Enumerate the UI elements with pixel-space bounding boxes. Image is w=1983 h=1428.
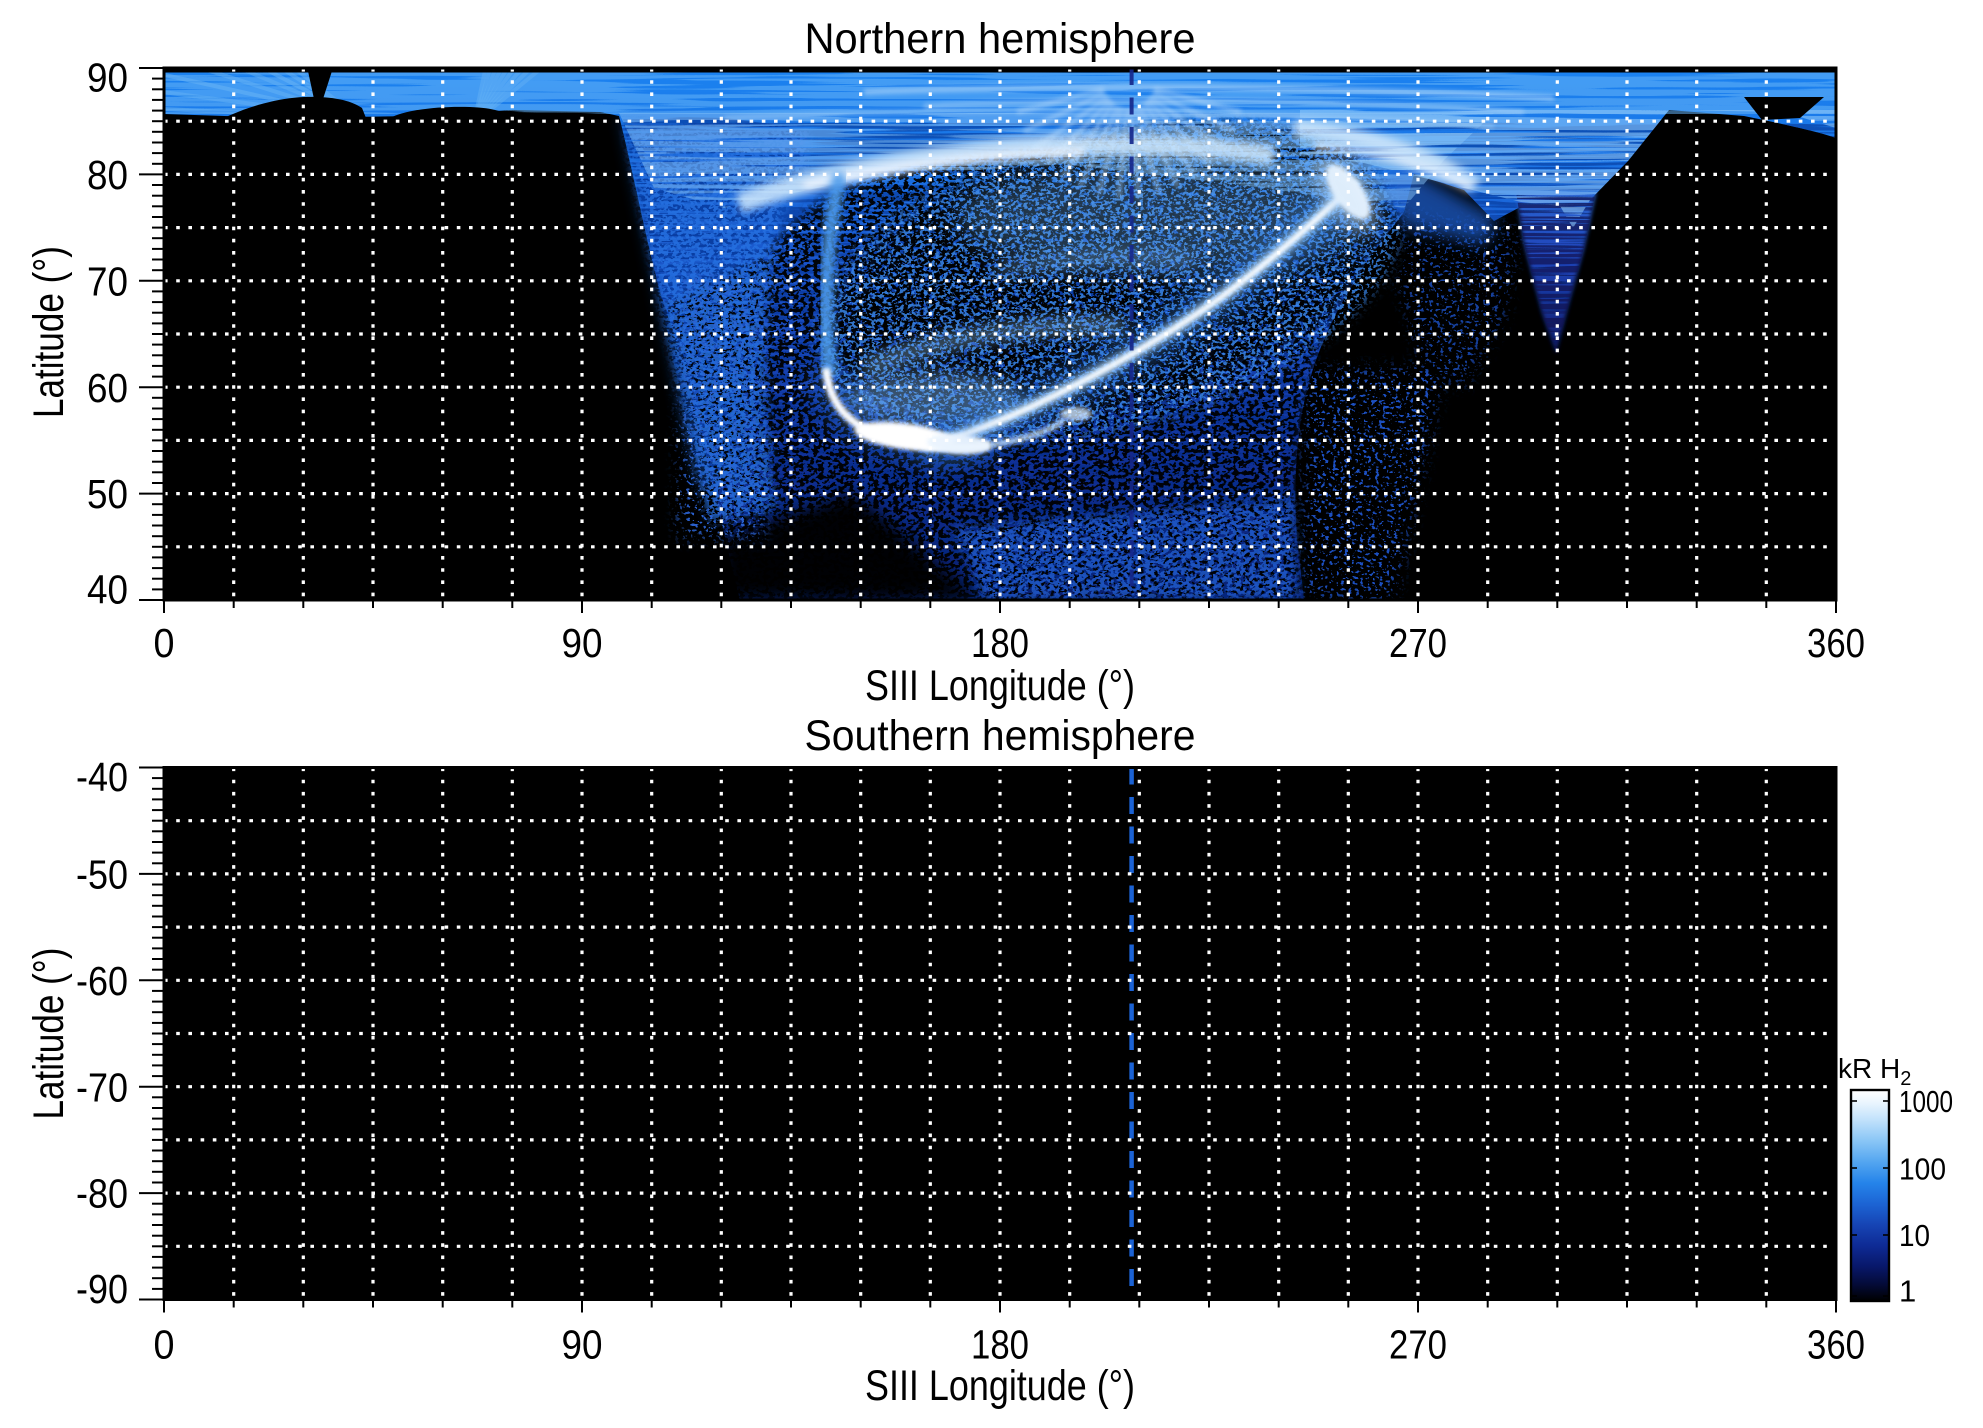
svg-text:Southern hemisphere: Southern hemisphere (805, 712, 1196, 760)
svg-text:Northern hemisphere: Northern hemisphere (805, 15, 1196, 63)
svg-text:50: 50 (87, 471, 128, 517)
svg-text:180: 180 (971, 1322, 1029, 1368)
svg-text:SIII Longitude (°): SIII Longitude (°) (865, 662, 1135, 710)
svg-text:1000: 1000 (1899, 1084, 1953, 1119)
svg-text:70: 70 (87, 258, 128, 304)
svg-text:-50: -50 (76, 852, 128, 898)
svg-text:Latitude (°): Latitude (°) (25, 948, 73, 1120)
svg-text:-80: -80 (76, 1171, 128, 1217)
svg-text:180: 180 (971, 620, 1029, 666)
svg-text:360: 360 (1807, 1322, 1865, 1368)
svg-text:-70: -70 (76, 1064, 128, 1110)
svg-text:270: 270 (1389, 620, 1447, 666)
svg-text:270: 270 (1389, 1322, 1447, 1368)
svg-text:90: 90 (562, 1322, 603, 1368)
svg-text:Latitude (°): Latitude (°) (25, 246, 73, 418)
svg-text:60: 60 (87, 365, 128, 411)
svg-text:100: 100 (1899, 1152, 1946, 1187)
svg-text:80: 80 (87, 152, 128, 198)
svg-text:kR H2: kR H2 (1838, 1053, 1911, 1090)
svg-text:90: 90 (562, 620, 603, 666)
svg-text:10: 10 (1899, 1218, 1930, 1253)
svg-text:0: 0 (154, 620, 175, 666)
svg-text:360: 360 (1807, 620, 1865, 666)
svg-text:-60: -60 (76, 958, 128, 1004)
svg-text:SIII Longitude (°): SIII Longitude (°) (865, 1362, 1135, 1410)
svg-text:1: 1 (1899, 1274, 1916, 1309)
svg-text:-40: -40 (76, 754, 128, 800)
svg-text:40: 40 (87, 567, 128, 613)
svg-text:-90: -90 (76, 1266, 128, 1312)
svg-text:90: 90 (87, 55, 128, 101)
svg-text:0: 0 (154, 1322, 175, 1368)
